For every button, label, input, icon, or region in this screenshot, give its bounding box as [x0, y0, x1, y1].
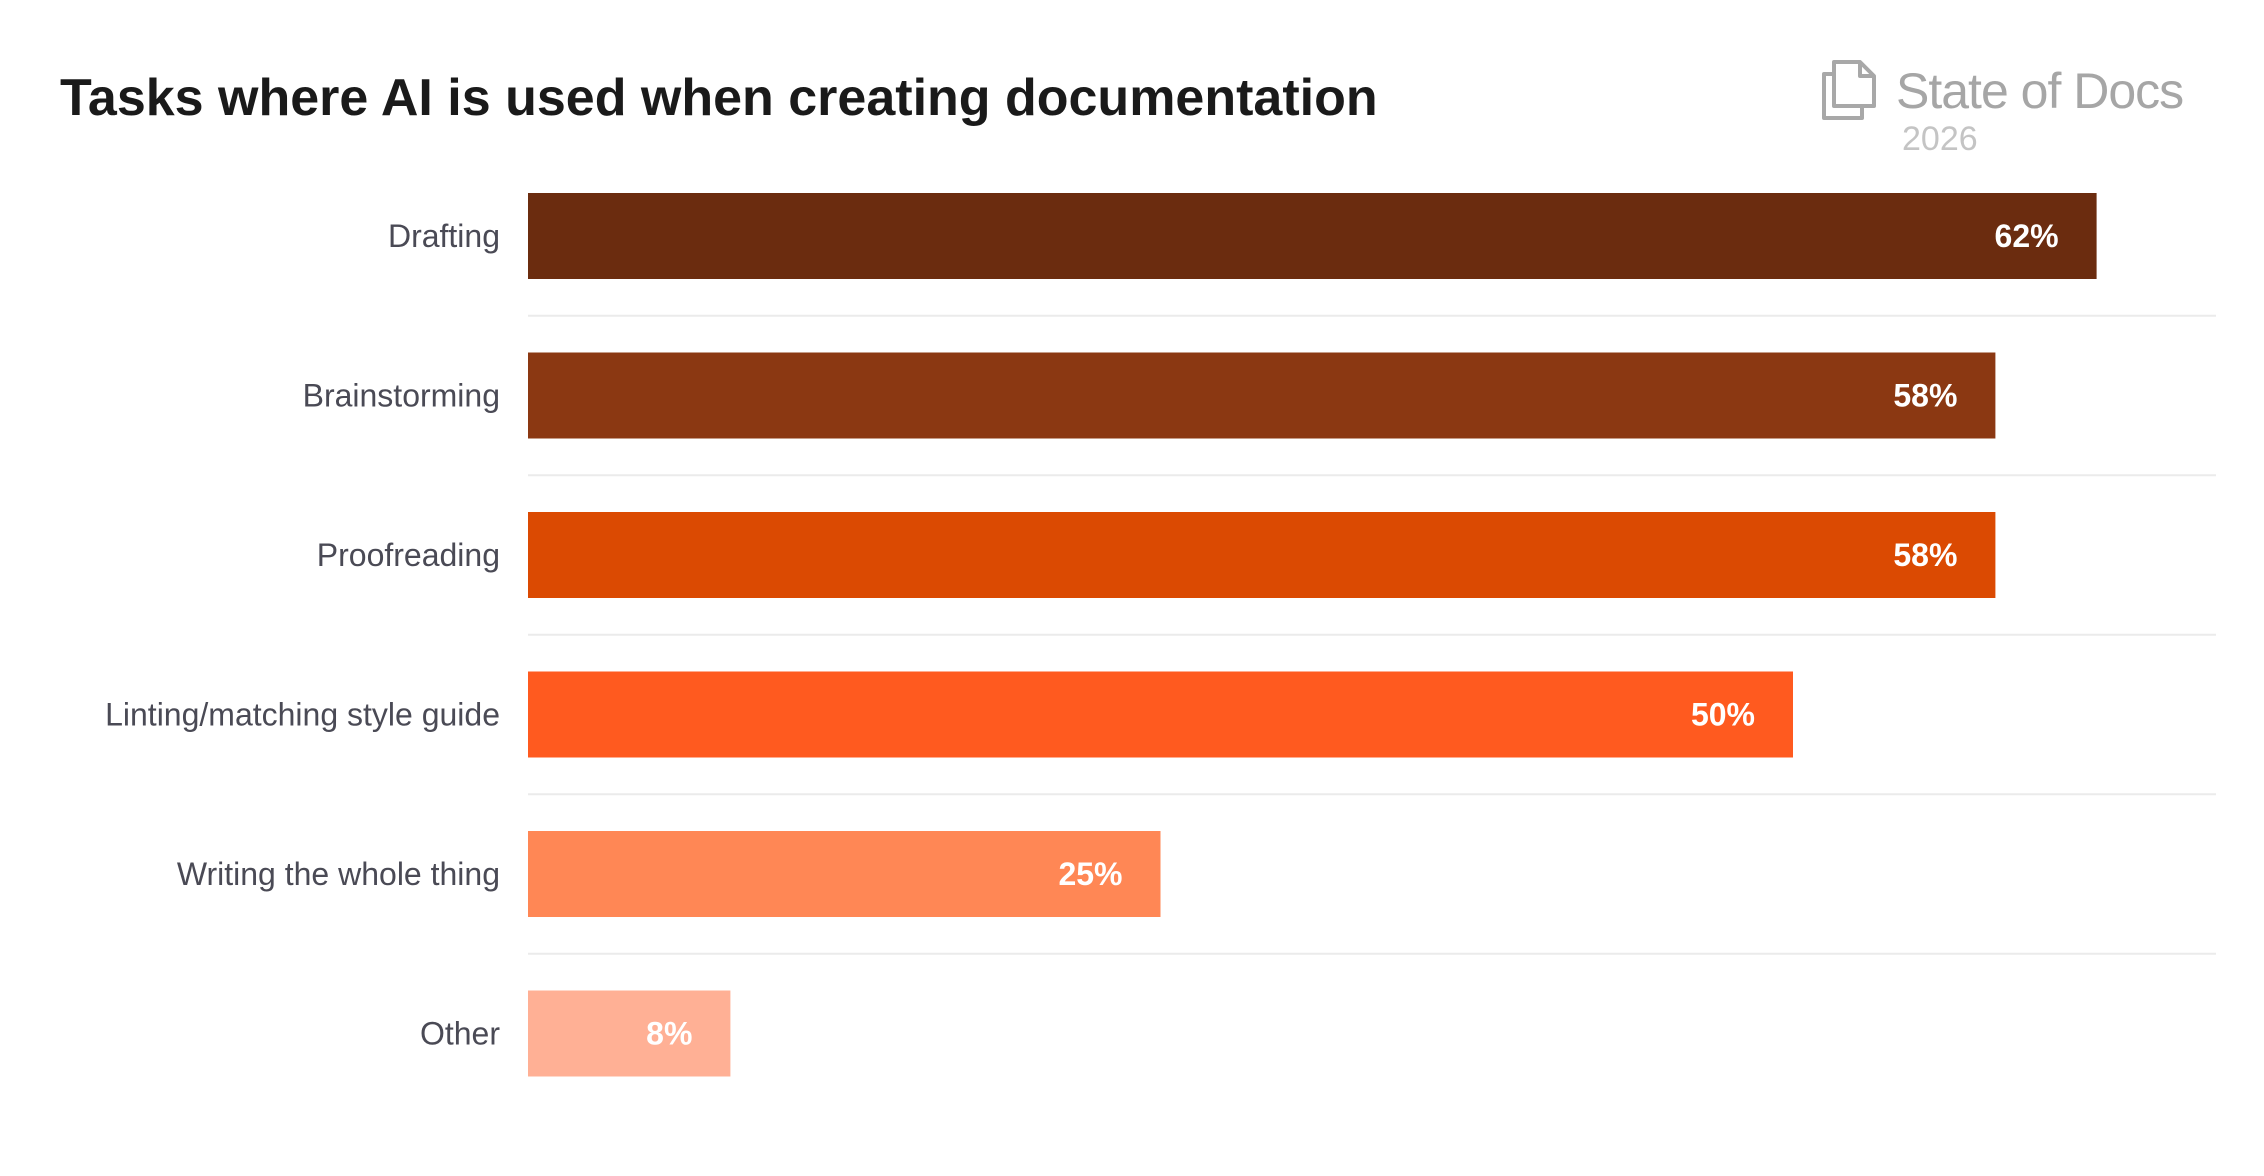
bar [528, 831, 1161, 917]
category-label: Drafting [388, 218, 500, 254]
bar [528, 352, 1996, 439]
brand-year: 2026 [1902, 120, 1978, 158]
documents-icon [1822, 60, 1876, 120]
bar [528, 990, 731, 1077]
value-label: 62% [1995, 218, 2059, 254]
value-label: 50% [1691, 697, 1755, 733]
category-label: Writing the whole thing [177, 856, 500, 892]
chart-title: Tasks where AI is used when creating doc… [60, 69, 1378, 127]
bar [528, 512, 1996, 598]
value-label: 58% [1893, 537, 1957, 573]
value-label: 8% [646, 1016, 692, 1052]
bar [528, 671, 1793, 758]
category-label: Brainstorming [303, 378, 500, 414]
category-label: Proofreading [317, 537, 500, 573]
bar [528, 193, 2097, 279]
brand-name: State of Docs [1896, 63, 2184, 119]
category-label: Other [420, 1016, 500, 1052]
brand-logo: State of Docs 2026 [1820, 58, 2220, 168]
value-label: 25% [1058, 856, 1122, 892]
value-label: 58% [1893, 378, 1957, 414]
category-label: Linting/matching style guide [105, 697, 500, 733]
